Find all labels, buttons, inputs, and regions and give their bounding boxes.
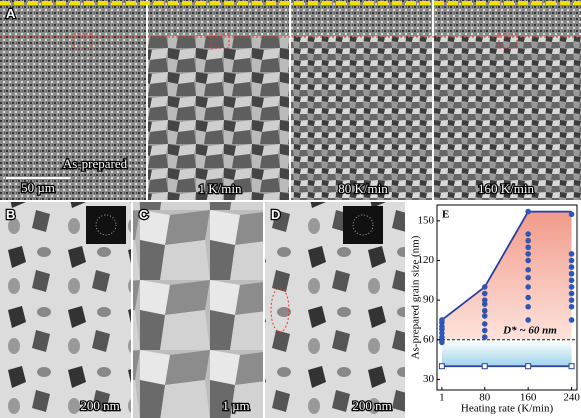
diffraction-ring <box>352 214 374 236</box>
caption: 80 K/min <box>338 181 388 196</box>
data-point <box>481 327 488 334</box>
y-tick-label: 90 <box>423 294 435 306</box>
data-point <box>568 290 575 297</box>
data-point <box>525 251 531 257</box>
data-point <box>525 294 531 301</box>
caption: 1 K/min <box>199 181 242 196</box>
data-point <box>568 211 575 218</box>
lower-point <box>481 363 488 370</box>
diffraction-inset <box>86 206 126 244</box>
data-point <box>481 290 488 297</box>
region-box <box>73 33 93 49</box>
data-point <box>525 274 531 281</box>
x-axis-label: Heating rate (K/min) <box>461 403 554 415</box>
micrograph <box>133 202 263 418</box>
lower-band <box>441 339 572 367</box>
data-point <box>439 330 445 336</box>
data-point <box>481 313 488 319</box>
micrograph <box>434 0 581 36</box>
panel-a: A As-prepared 50 µm 1 K/min 80 K/min 160… <box>0 0 581 200</box>
micrograph <box>291 0 432 36</box>
panel-label: A <box>6 6 16 21</box>
x-tick-label: 240 <box>563 392 580 404</box>
data-point <box>525 317 531 323</box>
lower-point <box>525 363 532 370</box>
upper-area <box>441 211 572 340</box>
y-tick-label: 30 <box>423 373 435 385</box>
data-point <box>568 297 575 303</box>
highlight <box>270 287 290 333</box>
data-point <box>481 297 488 303</box>
x-tick-label: 1 <box>439 392 445 404</box>
region-box <box>498 33 518 49</box>
diffraction-inset <box>343 206 383 244</box>
panel-label: E <box>442 209 449 221</box>
data-point <box>481 321 488 327</box>
scale-bar-label: 50 µm <box>21 180 55 195</box>
data-point <box>439 323 445 330</box>
data-point <box>481 301 488 307</box>
data-point <box>568 270 575 277</box>
plot-frame <box>436 204 578 391</box>
panel-label: D <box>271 207 280 222</box>
panel-label: C <box>139 207 149 222</box>
lower-point <box>568 363 575 370</box>
panel-label: B <box>6 207 15 222</box>
data-point <box>439 334 445 340</box>
micrograph <box>148 0 289 36</box>
micrograph <box>0 0 146 200</box>
data-point <box>481 334 488 340</box>
data-point <box>525 284 531 290</box>
y-tick-label: 120 <box>418 254 435 266</box>
data-point <box>525 208 531 215</box>
data-point <box>568 277 575 284</box>
data-point <box>568 303 575 310</box>
panel-b: B 200 nm <box>0 202 131 418</box>
region-box <box>210 33 230 49</box>
lower-point <box>438 363 445 370</box>
caption: 160 K/min <box>478 181 534 196</box>
scale-bar-label: 1 µm <box>222 398 249 413</box>
y-tick-label: 60 <box>423 333 435 345</box>
data-point <box>525 266 531 273</box>
scale-bar-label: 200 nm <box>80 398 119 413</box>
caption: As-prepared <box>63 156 128 171</box>
y-tick-label: 150 <box>418 214 435 226</box>
x-tick-label: 80 <box>479 392 491 404</box>
micrograph <box>265 202 405 418</box>
data-point <box>525 244 531 251</box>
data-point <box>481 307 488 314</box>
upper-line <box>441 210 572 321</box>
x-tick-label: 160 <box>520 392 537 404</box>
data-point <box>568 251 575 257</box>
y-axis-label: As-prepared grain size (nm) <box>410 235 422 359</box>
panel-d: D 200 nm <box>265 202 405 418</box>
data-point <box>525 303 531 310</box>
data-point <box>568 317 575 323</box>
diffraction-ring <box>95 214 117 236</box>
data-point <box>439 317 445 323</box>
scale-bar-label: 200 nm <box>352 398 391 413</box>
data-point <box>525 237 531 244</box>
data-point <box>481 284 488 290</box>
data-point <box>568 257 575 264</box>
panel-c: C 1 µm <box>133 202 263 418</box>
data-point <box>568 284 575 290</box>
data-point <box>525 231 531 237</box>
data-point <box>568 264 575 270</box>
threshold-label: D* ~ 60 nm <box>502 324 557 336</box>
data-point <box>525 257 531 264</box>
